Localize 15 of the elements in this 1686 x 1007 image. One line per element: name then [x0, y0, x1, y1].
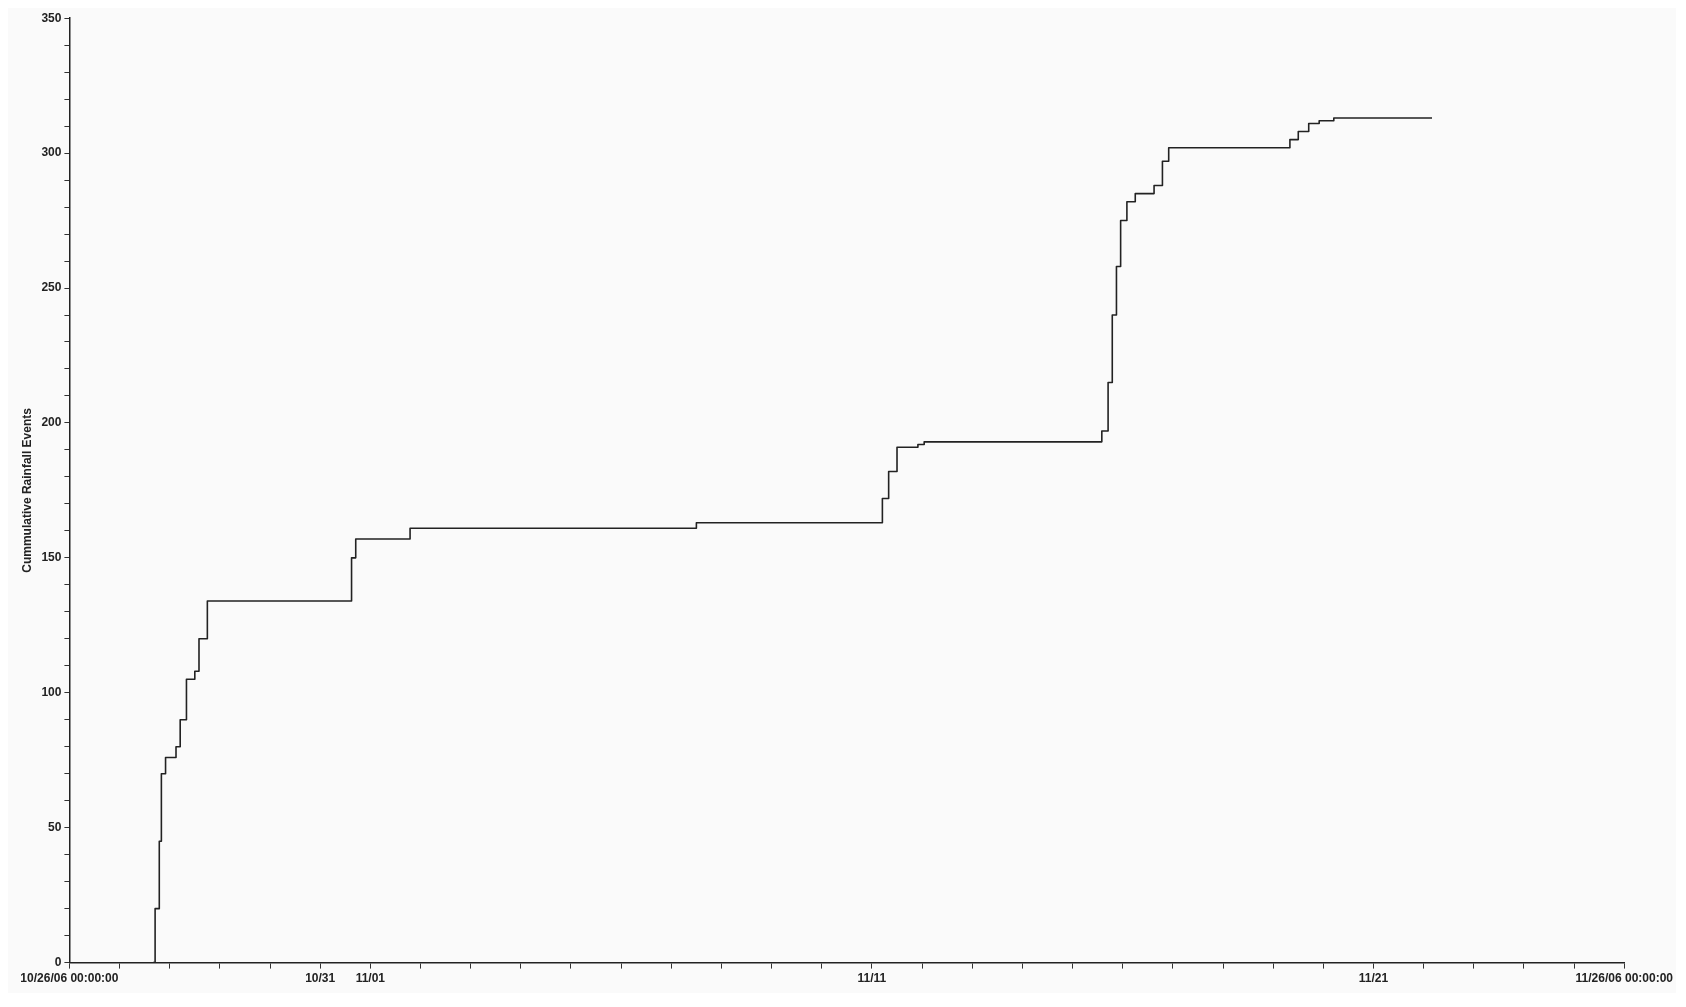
- y-tick-label: 50: [48, 820, 62, 834]
- y-tick-label: 300: [41, 145, 62, 160]
- y-tick-label: 250: [41, 280, 62, 295]
- x-tick-label: 11/01: [355, 971, 386, 986]
- x-tick-label: 10/26/06 00:00:00: [20, 971, 119, 986]
- x-tick-label: 11/21: [1358, 971, 1389, 986]
- y-tick-label: 100: [41, 685, 62, 700]
- y-tick-label: 350: [41, 10, 62, 25]
- y-tick-label: 0: [54, 954, 62, 969]
- y-tick-label: 150: [41, 550, 62, 565]
- x-tick-label: 11/26/06 00:00:00: [1575, 971, 1674, 986]
- y-axis-title: Cummulative Rainfall Events: [19, 407, 34, 573]
- x-tick-label: 11/11: [857, 971, 887, 986]
- y-tick-label: 200: [41, 415, 62, 430]
- x-tick-label: 10/31: [305, 971, 336, 986]
